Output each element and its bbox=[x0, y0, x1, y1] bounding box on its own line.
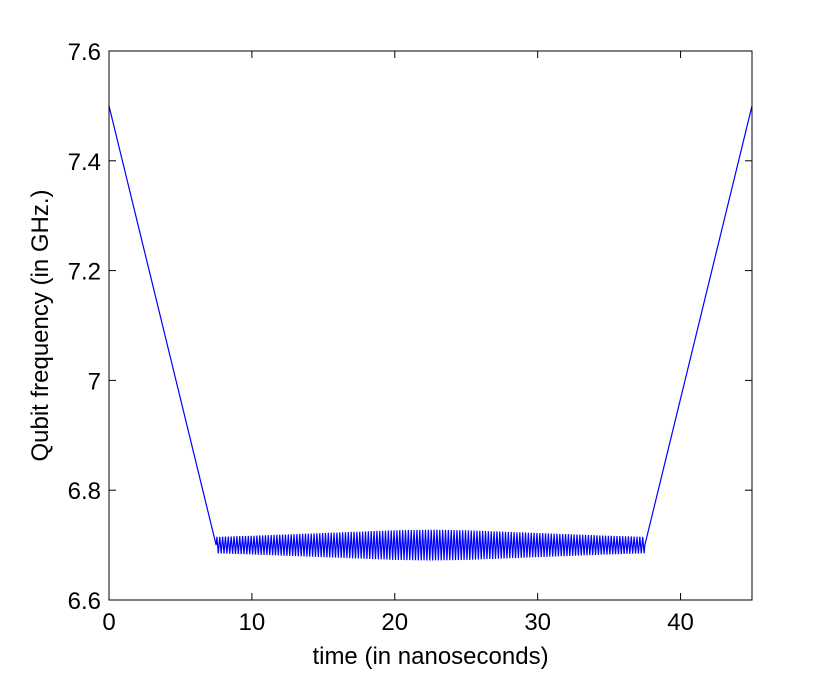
x-tick-label: 30 bbox=[524, 609, 551, 636]
plot-frame bbox=[108, 50, 753, 601]
x-axis: 0 10 20 30 40 bbox=[102, 51, 694, 636]
y-tick-label: 7.4 bbox=[68, 149, 101, 176]
y-axis: 6.6 6.8 7 7.2 7.4 7.6 bbox=[68, 39, 752, 615]
y-tick-label: 7 bbox=[88, 368, 101, 395]
x-axis-title: time (in nanoseconds) bbox=[312, 643, 548, 670]
y-axis-title: Qubit frequency (in GHz.) bbox=[27, 189, 54, 461]
y-tick-label: 7.6 bbox=[68, 39, 101, 66]
x-tick-label: 20 bbox=[381, 609, 408, 636]
x-tick-label: 40 bbox=[667, 609, 694, 636]
y-tick-label: 7.2 bbox=[68, 259, 101, 286]
series-line bbox=[108, 105, 753, 561]
x-tick-label: 0 bbox=[102, 609, 115, 636]
y-tick-label: 6.8 bbox=[68, 478, 101, 505]
x-tick-label: 10 bbox=[239, 609, 266, 636]
y-tick-label: 6.6 bbox=[68, 588, 101, 615]
